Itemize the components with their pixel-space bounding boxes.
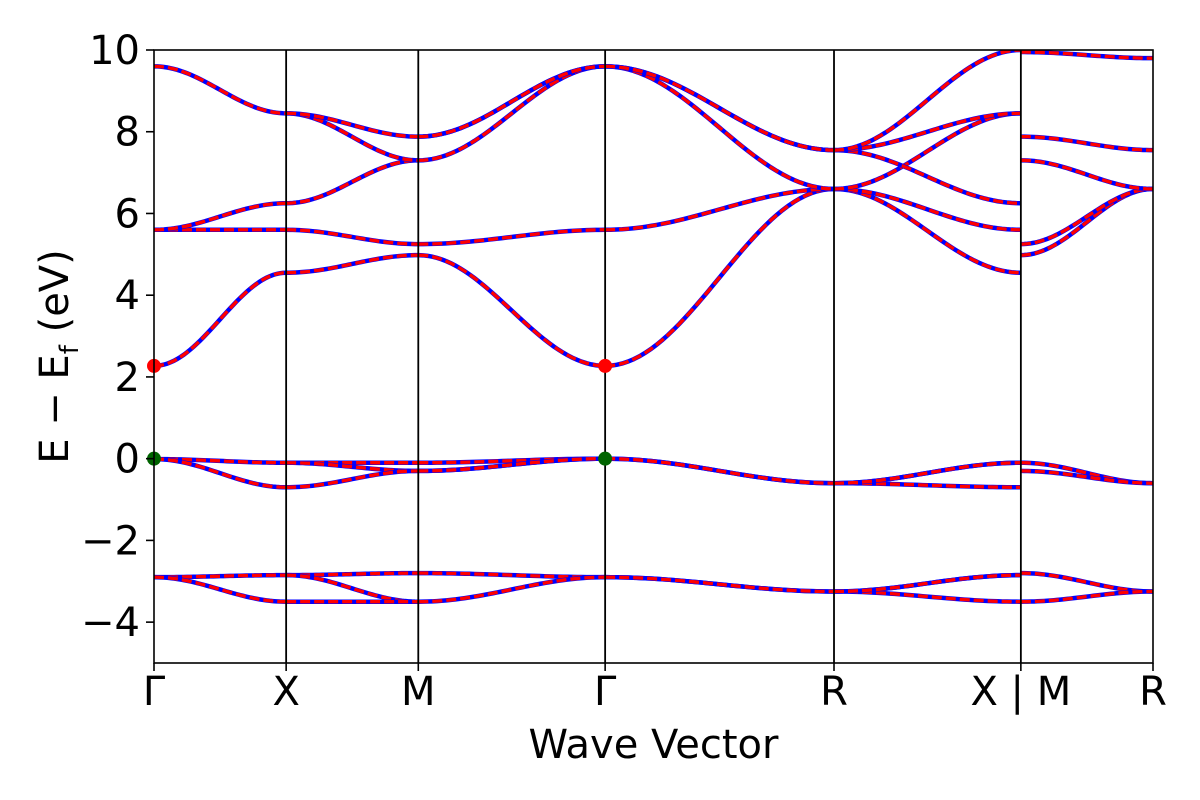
band-line-overlay-Γ-X-4 [154, 271, 287, 368]
band-line-Γ-X-4 [154, 270, 287, 369]
band-line-overlay-R-X-7 [833, 187, 1021, 232]
band-line-overlay-Γ-X-1 [154, 575, 287, 604]
band-line-R-X-11 [833, 50, 1021, 153]
x-tick-label-0: Γ [143, 669, 166, 715]
band-line-overlay-R-X-8 [833, 111, 1021, 191]
band-line-overlay-M-R-3 [1020, 469, 1153, 485]
band-line-overlay-Γ-R-4 [605, 187, 835, 368]
band-line-Γ-X-6 [154, 201, 287, 233]
x-tick-label-4: R [820, 669, 848, 715]
y-tick-label-6: 8 [115, 110, 140, 156]
vbm-marker-3 [598, 451, 613, 466]
band-line-overlay-M-R-2 [1020, 461, 1153, 485]
band-line-overlay-M-R-5 [1020, 187, 1153, 246]
band-line-overlay-Γ-X-6 [154, 201, 287, 232]
band-line-overlay-Γ-R-1 [605, 575, 835, 594]
cbm-marker-1 [598, 358, 613, 373]
band-line-overlay-M-R-4 [1020, 187, 1153, 257]
y-axis-ticks: −4 −2 0 2 4 6 8 10 [81, 28, 154, 646]
band-line-overlay-R-X-11 [833, 50, 1021, 152]
y-tick-label-4: 4 [115, 273, 140, 319]
band-line-overlay-M-R-8 [1020, 50, 1153, 60]
band-line-overlay-Γ-R-5 [605, 187, 835, 232]
x-axis-title: Wave Vector [529, 722, 780, 768]
band-line-overlay-X-M-10 [286, 111, 419, 139]
x-tick-label-5: X | M [970, 669, 1071, 715]
band-line-overlay-M-R-6 [1020, 158, 1153, 191]
band-line-overlay-R-X-9 [833, 148, 1021, 205]
band-line-overlay-R-X-10 [833, 111, 1021, 152]
band-line-overlay-X-M-7 [286, 228, 419, 246]
y-tick-label-3: 2 [115, 355, 140, 401]
band-line-overlay-X-M-8 [286, 158, 419, 205]
band-line-overlay-M-Γ-9 [418, 64, 606, 139]
band-line-overlay-M-Γ-5 [418, 253, 606, 368]
x-tick-label-2: M [401, 669, 436, 715]
band-line-overlay-M-R-7 [1020, 134, 1153, 152]
band-line-Γ-X-1 [154, 574, 287, 604]
band-line-overlay-R-X-5 [833, 461, 1021, 485]
band-line-X-M-10 [286, 111, 419, 139]
band-line-overlay-R-X-6 [833, 187, 1021, 275]
plot-frame [153, 49, 1154, 664]
band-line-M-Γ-5 [418, 252, 606, 369]
band-line-overlay-M-Γ-7 [418, 64, 606, 163]
band-line-overlay-X-M-4 [286, 461, 419, 473]
y-axis-title-main: E − E [32, 354, 78, 464]
band-line-overlay-M-Γ-4 [418, 456, 606, 473]
band-line-overlay-X-M-5 [286, 469, 419, 489]
x-tick-label-1: X [272, 669, 299, 715]
x-tick-label-3: Γ [594, 669, 617, 715]
y-tick-label-1: −2 [81, 518, 140, 564]
band-line-R-X-5 [833, 460, 1021, 486]
band-line-X-M-1 [286, 572, 419, 604]
band-line-overlay-M-R-1 [1020, 589, 1153, 604]
y-tick-label-0: −4 [81, 600, 140, 646]
band-line-overlay-M-R-0 [1020, 571, 1153, 594]
band-line-M-Γ-1 [418, 574, 606, 604]
y-tick-label-2: 0 [115, 437, 140, 483]
band-line-overlay-R-X-1 [834, 589, 1021, 604]
bands-layer [154, 50, 1153, 604]
x-axis-ticks: Γ X M Γ R X | M R [143, 663, 1167, 715]
band-line-overlay-X-M-6 [286, 253, 419, 275]
x-tick-label-6: R [1139, 669, 1167, 715]
band-line-overlay-R-X-2 [834, 573, 1021, 594]
band-line-overlay-Γ-R-3 [605, 456, 835, 485]
band-line-overlay-Γ-R-7 [605, 64, 835, 191]
y-tick-label-7: 10 [89, 28, 140, 74]
band-line-overlay-Γ-X-3 [154, 457, 287, 489]
y-axis-title: E − Ef (eV) [32, 249, 85, 464]
band-line-M-R-0 [1020, 570, 1153, 594]
band-line-overlay-Γ-X-7 [154, 64, 287, 116]
band-line-Γ-R-8 [605, 64, 835, 153]
y-axis-title-subscript: f [55, 344, 85, 354]
band-line-M-R-6 [1020, 158, 1153, 192]
band-edge-markers [147, 358, 613, 466]
y-axis-title-unit: (eV) [32, 249, 78, 345]
band-line-overlay-M-Γ-6 [418, 228, 606, 246]
band-line-overlay-M-Γ-1 [418, 575, 606, 604]
y-tick-label-5: 6 [115, 191, 140, 237]
kpoint-dividers [285, 50, 1022, 663]
